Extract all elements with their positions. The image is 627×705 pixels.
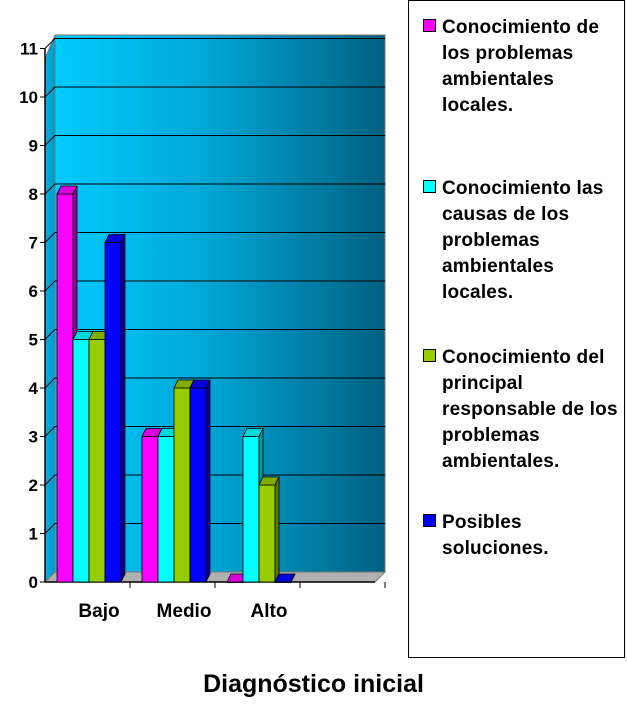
gridline-depth (44, 474, 56, 486)
bar-side (205, 379, 211, 583)
bar-side (120, 234, 126, 583)
legend-label-series-1: Conocimiento de los problemas ambientale… (442, 17, 600, 116)
y-tick-label: 10 (19, 88, 38, 107)
gridline-depth (44, 377, 56, 389)
gridline-depth (44, 135, 56, 146)
legend: Conocimiento de los problemas ambientale… (408, 0, 625, 658)
gridline-depth (44, 523, 56, 534)
bar (72, 339, 90, 583)
gridline-depth (44, 280, 56, 292)
y-tick-label: 2 (29, 476, 38, 495)
legend-swatch-series-4 (423, 514, 436, 527)
y-tick-label: 9 (29, 137, 38, 156)
bar (104, 242, 122, 583)
gridline-depth (44, 426, 56, 437)
y-tick-label: 11 (20, 40, 38, 59)
y-tick-label: 1 (29, 525, 38, 544)
bar (88, 339, 106, 583)
legend-swatch-series-1 (423, 19, 436, 32)
y-tick-label: 5 (29, 331, 38, 350)
y-tick-label: 7 (29, 234, 38, 253)
y-tick-label: 4 (29, 379, 39, 398)
bar (189, 387, 207, 583)
side-wall (44, 34, 56, 584)
x-tick-label: Alto (251, 601, 288, 622)
bar (258, 484, 276, 583)
x-tick-label: Bajo (78, 601, 119, 622)
bar (157, 436, 175, 583)
bar (242, 436, 260, 583)
gridline-depth (44, 183, 56, 195)
bar-side (290, 573, 296, 583)
gridline-depth (44, 232, 56, 243)
y-tick-label: 6 (29, 282, 38, 301)
bar (141, 436, 159, 583)
legend-label-series-4: Posibles soluciones. (442, 512, 549, 559)
y-tick-label: 0 (29, 573, 38, 592)
gridline-depth (44, 86, 56, 98)
chart-title: Diagnóstico inicial (203, 670, 424, 698)
gridline-depth (44, 329, 56, 340)
legend-label-series-3: Conocimiento del principal responsable d… (442, 347, 618, 472)
legend-label-series-2: Conocimiento las causas de los problemas… (442, 178, 604, 303)
gridline-depth (44, 38, 56, 49)
bar (56, 193, 74, 583)
x-tick-label: Medio (157, 601, 212, 622)
bar (173, 387, 191, 583)
legend-swatch-series-2 (423, 180, 436, 193)
y-tick-label: 3 (29, 428, 38, 447)
y-tick-label: 8 (29, 185, 38, 204)
legend-swatch-series-3 (423, 349, 436, 362)
bar-side (274, 476, 280, 583)
